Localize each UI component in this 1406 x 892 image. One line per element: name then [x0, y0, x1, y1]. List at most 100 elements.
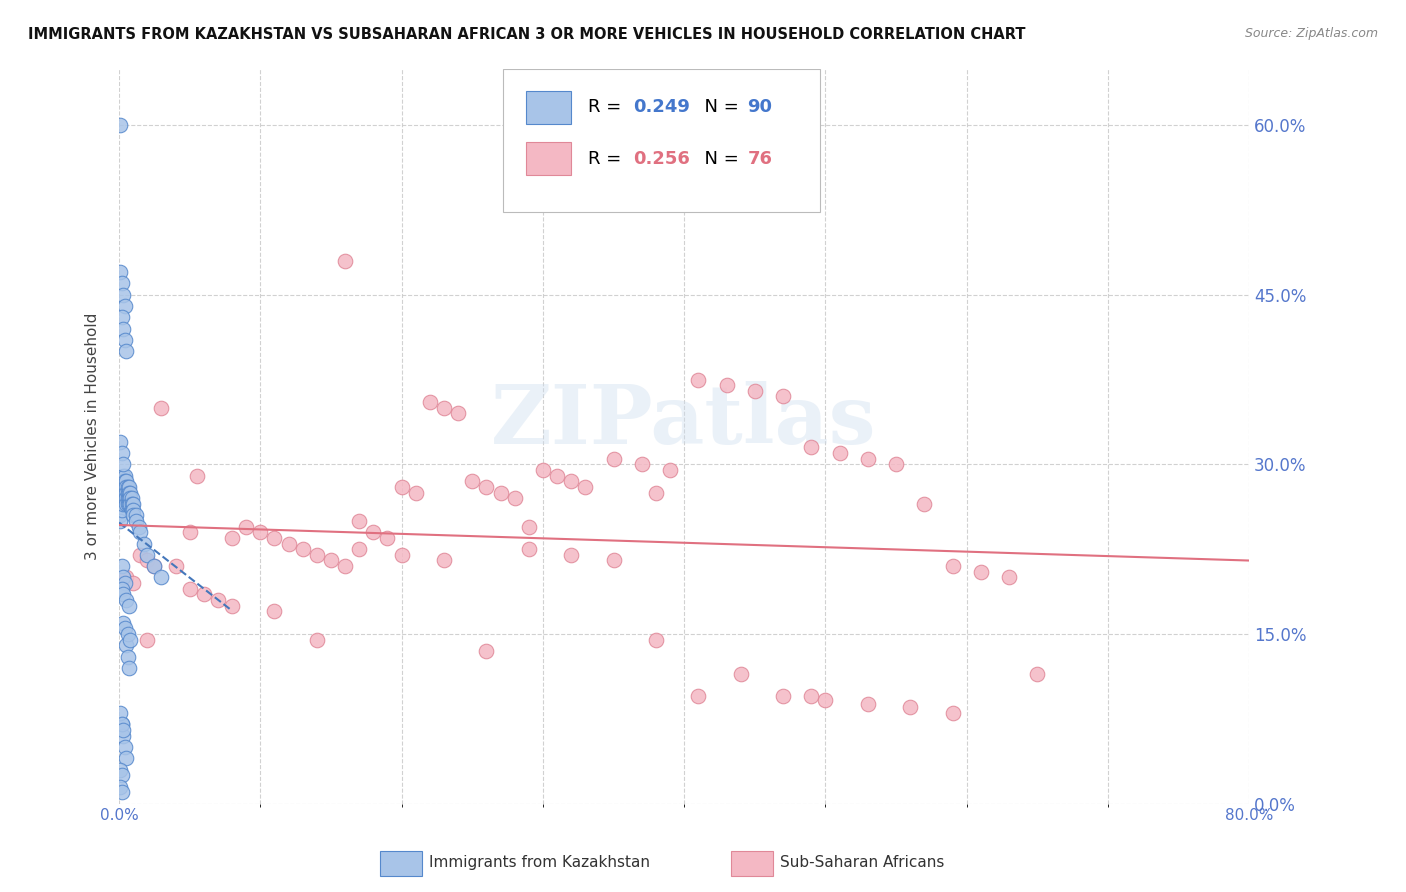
- Point: [111, 475, 134, 489]
- Point: [111, 480, 134, 494]
- Point: [688, 372, 710, 386]
- Point: [221, 599, 243, 613]
- Point: [645, 485, 668, 500]
- Point: [115, 480, 138, 494]
- Point: [114, 475, 136, 489]
- Point: [333, 253, 356, 268]
- Point: [122, 497, 145, 511]
- Point: [475, 480, 498, 494]
- Point: [112, 570, 135, 584]
- Point: [125, 508, 148, 523]
- Point: [221, 531, 243, 545]
- Point: [333, 559, 356, 574]
- Point: [391, 480, 413, 494]
- Text: R =: R =: [588, 98, 627, 117]
- Point: [114, 576, 136, 591]
- Point: [263, 604, 285, 618]
- Point: [111, 717, 134, 731]
- Point: [560, 475, 582, 489]
- Point: [942, 706, 965, 720]
- Point: [150, 401, 173, 415]
- Text: ZIPatlas: ZIPatlas: [492, 382, 877, 461]
- Point: [122, 576, 145, 591]
- Point: [249, 525, 271, 540]
- Point: [118, 480, 141, 494]
- Point: [165, 559, 187, 574]
- Point: [112, 458, 135, 472]
- Point: [121, 502, 143, 516]
- Point: [110, 491, 132, 506]
- Point: [489, 485, 512, 500]
- Point: [814, 692, 837, 706]
- Point: [117, 649, 139, 664]
- Point: [1026, 666, 1049, 681]
- Point: [114, 480, 136, 494]
- Point: [110, 514, 132, 528]
- Point: [115, 570, 138, 584]
- Point: [503, 491, 526, 506]
- Point: [645, 632, 668, 647]
- Point: [419, 395, 441, 409]
- Text: 0.256: 0.256: [633, 150, 690, 168]
- Point: [884, 458, 907, 472]
- Point: [856, 451, 879, 466]
- Text: Sub-Saharan Africans: Sub-Saharan Africans: [780, 855, 945, 870]
- Point: [143, 559, 166, 574]
- Point: [111, 502, 134, 516]
- Point: [111, 485, 134, 500]
- Point: [120, 497, 142, 511]
- Point: [122, 508, 145, 523]
- Point: [110, 497, 132, 511]
- Point: [143, 559, 166, 574]
- Point: [136, 553, 159, 567]
- Point: [111, 491, 134, 506]
- Point: [120, 485, 142, 500]
- Point: [235, 519, 257, 533]
- Point: [115, 638, 138, 652]
- Point: [179, 582, 201, 596]
- Point: [110, 508, 132, 523]
- Point: [117, 485, 139, 500]
- Point: [433, 401, 456, 415]
- Point: [207, 593, 229, 607]
- Point: [111, 582, 134, 596]
- Point: [305, 548, 328, 562]
- Point: [277, 536, 299, 550]
- Point: [112, 729, 135, 743]
- Point: [319, 553, 342, 567]
- Text: Immigrants from Kazakhstan: Immigrants from Kazakhstan: [429, 855, 650, 870]
- Point: [114, 485, 136, 500]
- Point: [898, 700, 921, 714]
- Point: [112, 475, 135, 489]
- Point: [828, 446, 851, 460]
- Text: 76: 76: [748, 150, 772, 168]
- Point: [179, 525, 201, 540]
- Point: [772, 689, 794, 703]
- Point: [391, 548, 413, 562]
- Point: [942, 559, 965, 574]
- Text: Source: ZipAtlas.com: Source: ZipAtlas.com: [1244, 27, 1378, 40]
- Point: [912, 497, 935, 511]
- Point: [347, 514, 370, 528]
- Point: [114, 333, 136, 347]
- Point: [129, 525, 152, 540]
- Point: [118, 599, 141, 613]
- Point: [800, 689, 823, 703]
- Point: [114, 491, 136, 506]
- Point: [560, 548, 582, 562]
- Point: [475, 644, 498, 658]
- Point: [517, 542, 540, 557]
- Point: [856, 697, 879, 711]
- Point: [110, 780, 132, 794]
- Point: [111, 497, 134, 511]
- Point: [118, 661, 141, 675]
- Point: [114, 468, 136, 483]
- Point: [125, 514, 148, 528]
- Point: [115, 344, 138, 359]
- Point: [574, 480, 596, 494]
- Point: [730, 666, 752, 681]
- Point: [772, 389, 794, 403]
- Point: [121, 491, 143, 506]
- Point: [150, 570, 173, 584]
- Point: [134, 536, 156, 550]
